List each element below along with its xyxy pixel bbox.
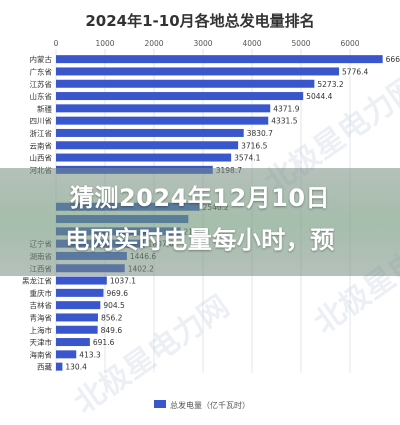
value-label: 849.6 [101,326,123,335]
value-label: 856.2 [101,313,123,322]
category-label: 西藏 [37,362,52,372]
category-label: 吉林省 [30,300,53,310]
category-label: 山西省 [30,153,53,163]
value-label: 4371.9 [273,104,299,113]
bar [56,362,63,371]
category-labels: 内蒙古广东省江苏省山东省新疆四川省浙江省云南省山西省河北省辽宁省湖南省江西省黑龙… [22,54,53,372]
category-label: 山东省 [30,91,53,101]
x-tick-label: 5000 [291,39,310,48]
bar [56,92,304,101]
bar [56,338,90,347]
bar [56,141,239,150]
value-label: 4331.5 [271,117,297,126]
legend: 总发电量（亿千瓦时） [154,400,250,410]
value-label: 904.5 [103,301,125,310]
category-label: 内蒙古 [30,54,53,64]
bar [56,313,98,322]
category-label: 江苏省 [30,79,53,89]
category-label: 云南省 [30,140,53,150]
bar [56,350,77,359]
bar [56,55,383,64]
headline-line-1: 猜测2024年12月10日 [69,184,331,212]
category-label: 浙江省 [30,128,53,138]
value-label: 3830.7 [247,129,273,138]
value-label: 1037.1 [110,277,136,286]
category-label: 黑龙江省 [22,276,52,286]
bar [56,288,104,297]
x-tick-label: 2000 [144,39,163,48]
category-label: 重庆市 [30,288,53,298]
bar [56,67,340,76]
value-label: 691.6 [93,338,115,347]
bar [56,128,244,137]
bar [56,79,315,88]
chart-title: 2024年1-10月各地总发电量排名 [85,12,314,30]
bar [56,276,107,285]
x-tick-label: 3000 [193,39,212,48]
value-label: 969.6 [107,289,129,298]
x-tick-label: 1000 [95,39,114,48]
value-label: 6666.6 [386,55,400,64]
value-label: 5273.2 [317,80,343,89]
category-label: 新疆 [37,103,52,113]
category-label: 青海省 [30,312,53,322]
headline-banner [0,168,400,276]
value-label: 3716.5 [241,141,267,150]
value-label: 5044.4 [306,92,332,101]
headline-line-2: 电网实时电量每小时，预 [65,226,335,254]
bar [56,301,101,310]
x-tick-label: 0 [54,39,59,48]
category-label: 上海市 [30,325,53,335]
legend-label: 总发电量（亿千瓦时） [170,400,250,410]
category-label: 广东省 [30,66,53,76]
x-tick-labels: 0 1000 2000 3000 4000 5000 6000 [54,39,360,48]
value-label: 3574.1 [234,154,260,163]
bar [56,153,232,162]
category-label: 海南省 [30,349,53,359]
value-label: 5776.4 [342,67,368,76]
value-label: 130.4 [65,363,87,372]
category-label: 天津市 [30,337,53,347]
x-tick-label: 4000 [242,39,261,48]
legend-swatch [154,400,166,408]
bar [56,104,271,113]
x-tick-label: 6000 [340,39,359,48]
bar [56,325,98,334]
value-label: 413.3 [79,350,101,359]
bar [56,116,269,125]
category-label: 四川省 [30,116,53,126]
